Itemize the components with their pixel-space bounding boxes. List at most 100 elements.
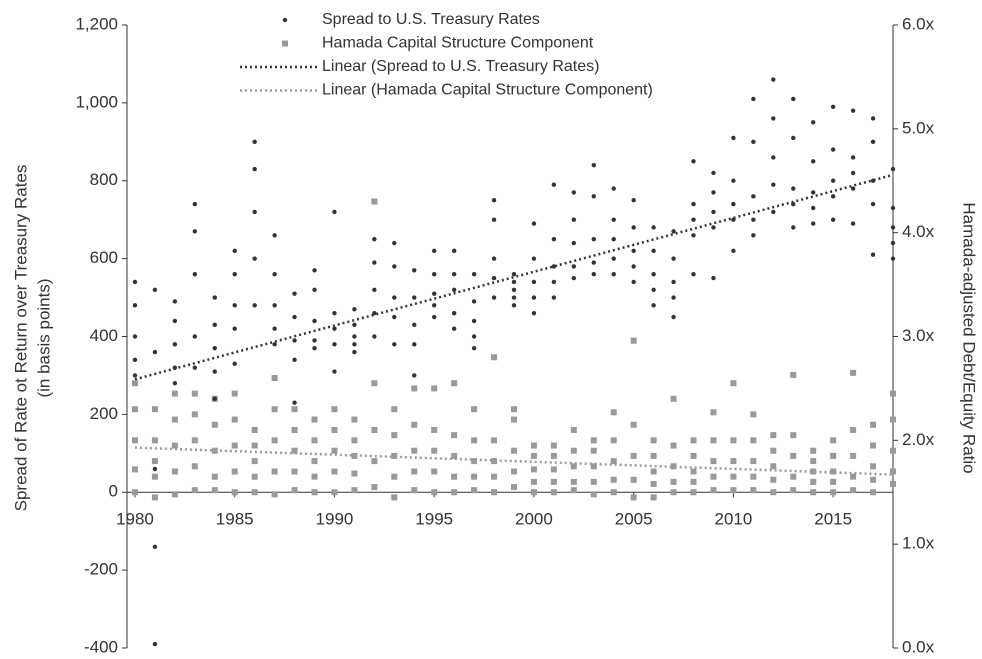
point — [431, 272, 437, 277]
point — [451, 380, 458, 387]
point — [730, 437, 737, 444]
point — [451, 452, 458, 459]
point — [431, 248, 437, 254]
point — [590, 437, 597, 444]
point — [511, 279, 517, 285]
point — [530, 442, 537, 449]
point — [292, 400, 297, 405]
point — [850, 426, 857, 433]
point — [131, 437, 138, 444]
point — [372, 334, 377, 339]
point — [730, 380, 737, 387]
point — [151, 458, 158, 465]
point — [630, 421, 637, 428]
point — [312, 338, 317, 343]
point — [651, 225, 656, 230]
point — [810, 458, 817, 465]
point — [890, 416, 896, 423]
x-tick-label: 2005 — [615, 510, 653, 529]
point — [630, 476, 637, 483]
point — [371, 198, 378, 205]
point — [651, 272, 656, 277]
point — [371, 380, 378, 387]
point — [750, 437, 757, 444]
point — [131, 466, 138, 473]
point — [371, 484, 378, 491]
point — [231, 489, 238, 496]
point — [850, 369, 857, 376]
point — [331, 447, 338, 454]
point — [650, 468, 657, 475]
point — [191, 463, 198, 470]
point — [850, 108, 856, 113]
point — [171, 390, 178, 397]
point — [531, 279, 537, 285]
point — [691, 233, 696, 238]
point — [192, 229, 198, 234]
point — [192, 272, 198, 277]
point — [152, 641, 158, 647]
point — [791, 96, 796, 102]
point — [372, 310, 377, 316]
point — [251, 442, 258, 449]
point — [510, 468, 517, 475]
point — [571, 275, 577, 281]
point — [750, 487, 757, 494]
point — [711, 190, 716, 195]
point — [710, 487, 717, 494]
point — [811, 205, 816, 211]
point — [730, 487, 737, 494]
point — [670, 478, 677, 485]
point — [171, 468, 178, 475]
point — [791, 135, 796, 141]
point — [571, 264, 577, 269]
point — [271, 406, 278, 413]
point — [830, 178, 836, 183]
point — [631, 225, 636, 230]
point — [272, 342, 277, 347]
point — [171, 442, 178, 449]
point — [850, 221, 856, 226]
x-tick-label: 2010 — [715, 510, 753, 529]
point — [152, 287, 158, 292]
point — [331, 489, 338, 496]
point — [412, 373, 417, 378]
point — [731, 178, 736, 183]
point — [751, 217, 756, 222]
point — [311, 437, 318, 444]
point — [292, 314, 297, 320]
point — [530, 489, 537, 496]
point — [890, 256, 896, 261]
point — [132, 357, 138, 363]
point — [790, 432, 797, 439]
point — [811, 221, 816, 226]
point — [431, 303, 437, 308]
point — [850, 155, 856, 160]
legend-marker — [282, 40, 288, 47]
y-tick-label: 800 — [90, 170, 118, 189]
point — [291, 487, 298, 494]
point — [770, 476, 777, 483]
point — [312, 318, 317, 324]
point — [850, 170, 856, 176]
point — [431, 426, 438, 433]
point — [550, 452, 557, 459]
point — [491, 198, 497, 203]
point — [811, 120, 816, 125]
y-tick-label: 600 — [90, 248, 118, 267]
point — [352, 334, 357, 339]
point — [131, 489, 138, 496]
point — [291, 468, 298, 475]
point — [212, 369, 217, 374]
point — [630, 452, 637, 459]
point — [751, 194, 756, 199]
point — [352, 349, 357, 355]
x-tick-label: 1995 — [415, 510, 453, 529]
point — [650, 494, 657, 501]
point — [651, 287, 656, 292]
point — [730, 473, 737, 480]
point — [451, 272, 457, 277]
point — [332, 310, 337, 316]
point — [750, 411, 757, 418]
point — [570, 426, 577, 433]
